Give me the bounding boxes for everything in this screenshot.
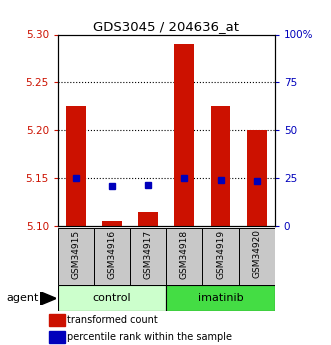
Text: control: control xyxy=(93,293,131,303)
Bar xyxy=(130,228,166,285)
Bar xyxy=(203,228,239,285)
Bar xyxy=(49,331,65,343)
Text: GSM34920: GSM34920 xyxy=(252,229,261,278)
Bar xyxy=(94,228,130,285)
Bar xyxy=(138,211,158,226)
Bar xyxy=(58,285,166,310)
Bar xyxy=(247,130,266,226)
Bar xyxy=(102,221,122,226)
Bar xyxy=(166,285,275,310)
Text: GSM34917: GSM34917 xyxy=(144,229,153,278)
Bar xyxy=(239,228,275,285)
Bar xyxy=(166,228,203,285)
Text: GSM34916: GSM34916 xyxy=(108,229,117,278)
Bar xyxy=(49,314,65,326)
Polygon shape xyxy=(40,292,56,305)
Text: imatinib: imatinib xyxy=(198,293,243,303)
Bar xyxy=(66,106,86,226)
Text: percentile rank within the sample: percentile rank within the sample xyxy=(67,333,232,342)
Text: GSM34918: GSM34918 xyxy=(180,229,189,278)
Title: GDS3045 / 204636_at: GDS3045 / 204636_at xyxy=(93,20,239,33)
Bar xyxy=(174,44,194,226)
Bar xyxy=(58,228,94,285)
Text: transformed count: transformed count xyxy=(67,315,158,325)
Text: GSM34915: GSM34915 xyxy=(71,229,80,278)
Text: agent: agent xyxy=(7,294,39,303)
Bar xyxy=(211,106,230,226)
Text: GSM34919: GSM34919 xyxy=(216,229,225,278)
